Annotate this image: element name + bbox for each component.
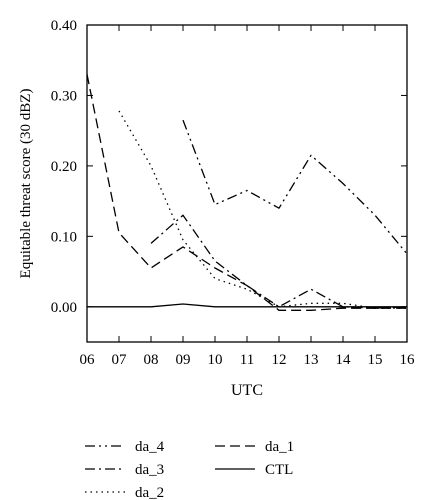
series-line-da-1 xyxy=(86,74,407,311)
y-tick-label: 0.00 xyxy=(51,300,77,316)
series-line-da-4 xyxy=(182,119,408,255)
series-line-da-3 xyxy=(150,214,408,309)
x-tick-label: 08 xyxy=(144,352,159,368)
x-tick-label: 10 xyxy=(208,352,223,368)
y-tick-label: 0.30 xyxy=(51,88,77,104)
legend-label-CTL: CTL xyxy=(265,462,293,478)
y-tick-label: 0.10 xyxy=(51,229,77,245)
y-tick-label: 0.20 xyxy=(51,159,77,175)
y-axis-label: Equitable threat score (30 dBZ) xyxy=(18,89,34,279)
x-axis-label: UTC xyxy=(231,382,263,399)
x-tick-label: 07 xyxy=(112,352,128,368)
legend-label-da-3: da_3 xyxy=(135,462,164,478)
legend-label-da-1: da_1 xyxy=(265,439,294,455)
legend: da_4 da_3 da_2 da_1 CTL xyxy=(85,439,294,500)
series-line-da-2 xyxy=(118,110,407,309)
x-tick-label: 12 xyxy=(272,352,287,368)
y-tick-label: 0.40 xyxy=(51,18,77,34)
legend-label-da-2: da_2 xyxy=(135,485,164,500)
x-tick-label: 11 xyxy=(240,352,254,368)
x-tick-label: 14 xyxy=(336,352,352,368)
legend-label-da-4: da_4 xyxy=(135,439,165,455)
x-tick-label: 09 xyxy=(176,352,191,368)
x-tick-label: 06 xyxy=(80,352,96,368)
plot-area-frame xyxy=(86,24,408,343)
series-line-CTL xyxy=(87,303,407,308)
x-tick-label: 15 xyxy=(368,352,383,368)
x-tick-label: 16 xyxy=(400,352,416,368)
x-tick-label: 13 xyxy=(304,352,319,368)
